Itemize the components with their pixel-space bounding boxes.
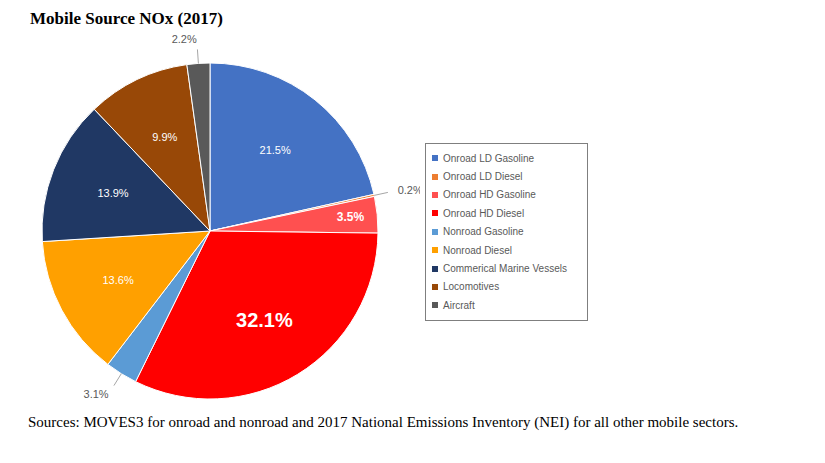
html-text:Nonroad Gasoline: Nonroad Gasoline [443,226,524,238]
html-text:Nonroad Diesel: Nonroad Diesel [443,244,512,256]
html-text:Commerical Marine Vessels: Commerical Marine Vessels [443,263,567,274]
svg-text:13.6%: 13.6% [102,274,133,286]
html-text:Sources: MOVES3 for onroad and: Sources: MOVES3 for onroad and nonroad a… [28,414,739,430]
svg-text:21.5%: 21.5% [260,144,291,156]
html-text:Onroad LD Gasoline: Onroad LD Gasoline [443,152,535,164]
html-text:Onroad LD Diesel: Onroad LD Diesel [443,171,523,183]
html-text:Locomotives: Locomotives [443,281,500,293]
svg-text:3.1%: 3.1% [84,388,109,400]
html-text:Aircraft: Aircraft [443,299,475,311]
svg-text:13.9%: 13.9% [97,187,128,199]
html-text:Onroad HD Diesel: Onroad HD Diesel [443,207,525,219]
svg-text:9.9%: 9.9% [152,131,177,143]
svg-text:0.2%: 0.2% [398,184,420,196]
html-text:Onroad HD Gasoline: Onroad HD Gasoline [443,189,536,201]
svg-text:2.2%: 2.2% [172,33,197,45]
svg-text:32.1%: 32.1% [236,309,293,331]
svg-text:3.5%: 3.5% [337,210,365,224]
html-text:Mobile Source NOx (2017): Mobile Source NOx (2017) [30,9,223,28]
